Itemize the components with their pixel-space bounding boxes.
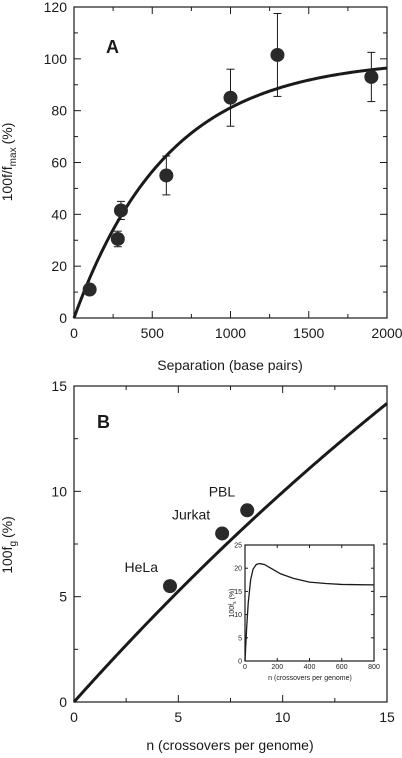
svg-text:100fs(%): 100fs(%) — [229, 588, 238, 617]
point-label: PBL — [209, 483, 236, 499]
x-tick-label: 500 — [141, 325, 165, 341]
panel-a-letter: A — [106, 37, 119, 57]
panel-b: B 0 5 10 15 0 5 10 15 HeLa Jurkat PBL n (crossove… — [0, 378, 395, 753]
panel-a-points — [82, 47, 379, 297]
y-tick-label: 5 — [59, 589, 67, 605]
panel-b-points: HeLa Jurkat PBL — [125, 483, 255, 594]
y-tick-label: 5 — [238, 635, 242, 642]
x-tick-label: 600 — [336, 664, 348, 671]
data-point-pbl — [240, 503, 255, 518]
point-label: HeLa — [125, 559, 159, 575]
inset-background — [245, 545, 374, 661]
y-tick-label: 15 — [234, 589, 242, 596]
y-tick-label: 60 — [51, 155, 67, 171]
panel-b-y-label-sub: g — [8, 541, 19, 547]
panel-b-curve — [72, 402, 388, 703]
panel-a-x-axis-label: Separation (base pairs) — [157, 357, 303, 373]
x-tick-label: 15 — [379, 709, 395, 725]
svg-text:100fg(%): 100fg (%) — [0, 516, 19, 574]
panel-a-error-bars — [113, 12, 376, 248]
y-tick-label: 20 — [234, 566, 242, 573]
y-tick-label: 15 — [51, 378, 67, 394]
panel-a-ticks: 0 500 1000 1500 2000 0 20 40 60 80 100 120 — [44, 0, 402, 341]
y-tick-label: 120 — [44, 0, 68, 15]
data-point — [364, 69, 379, 84]
x-tick-label: 1000 — [215, 325, 246, 341]
panel-a: A 0 500 1000 1500 2000 0 20 40 60 80 100 120 Separa… — [0, 0, 402, 373]
y-tick-label: 40 — [51, 206, 67, 222]
panel-b-letter: B — [97, 412, 110, 432]
x-tick-label: 0 — [243, 664, 247, 671]
y-tick-label: 80 — [51, 103, 67, 119]
x-tick-label: 400 — [304, 664, 316, 671]
panel-b-ticks: 0 5 10 15 0 5 10 15 — [51, 378, 395, 725]
panel-b-y-axis-label: 100fg (%) — [0, 516, 19, 574]
y-tick-label: 10 — [51, 483, 67, 499]
x-tick-label: 200 — [271, 664, 283, 671]
x-tick-label: 1500 — [293, 325, 324, 341]
data-point — [113, 203, 128, 218]
panel-a-y-label-unit: (%) — [0, 123, 15, 145]
point-label: Jurkat — [172, 506, 210, 522]
x-tick-label: 2000 — [371, 325, 402, 341]
x-tick-label: 0 — [70, 709, 78, 725]
y-tick-label: 20 — [51, 258, 67, 274]
panel-a-frame — [73, 6, 388, 319]
inset-curve — [244, 562, 375, 662]
panel-a-y-label-main: 100f/f — [0, 166, 15, 201]
y-tick-label: 0 — [238, 659, 242, 666]
panel-b-y-label-main: 100f — [0, 546, 15, 573]
data-point — [82, 282, 97, 297]
data-point — [223, 90, 238, 105]
y-tick-label: 0 — [59, 694, 67, 710]
data-point — [159, 168, 174, 183]
panel-b-y-label-unit: (%) — [0, 516, 15, 538]
inset-x-axis-label: n (crossovers per genome) — [268, 675, 352, 682]
x-tick-label: 5 — [174, 709, 182, 725]
x-tick-label: 0 — [70, 325, 78, 341]
panel-b-x-axis-label: n (crossovers per genome) — [146, 737, 313, 753]
y-tick-label: 10 — [234, 612, 242, 619]
data-point-hela — [162, 579, 177, 594]
inset-y-axis-label: 100fs(%) — [229, 588, 238, 617]
panel-a-y-label-sub: max — [8, 147, 19, 166]
x-tick-label: 800 — [368, 664, 380, 671]
panel-a-y-axis-label: 100f/fmax (%) — [0, 123, 19, 202]
y-tick-label: 0 — [59, 310, 67, 326]
data-point-jurkat — [215, 526, 230, 541]
y-tick-label: 25 — [234, 543, 242, 550]
data-point — [110, 231, 125, 246]
data-point — [270, 47, 285, 62]
panel-b-inset: 0 200 400 600 800 0 5 10 15 20 25 n (crossovers pe… — [229, 543, 380, 683]
svg-text:100f/fmax(%): 100f/fmax (%) — [0, 123, 19, 202]
y-tick-label: 100 — [44, 51, 68, 67]
x-tick-label: 10 — [275, 709, 291, 725]
